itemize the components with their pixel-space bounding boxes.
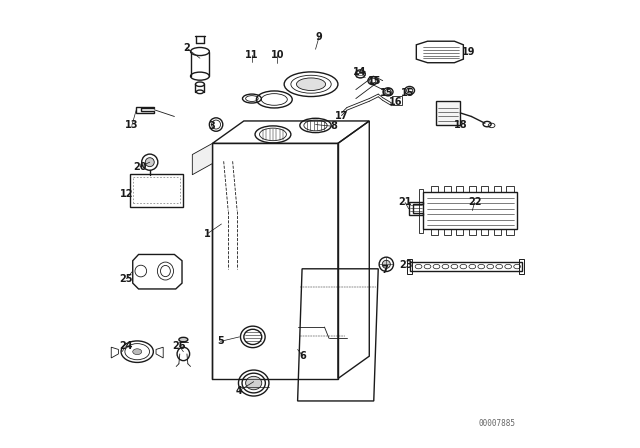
Text: 23: 23 (399, 260, 413, 270)
Text: 14: 14 (353, 67, 366, 77)
Text: 00007885: 00007885 (479, 419, 515, 428)
Text: 6: 6 (300, 351, 307, 361)
Text: 19: 19 (462, 47, 476, 57)
Text: 22: 22 (468, 198, 481, 207)
Text: 20: 20 (133, 162, 147, 172)
Text: 9: 9 (316, 32, 323, 42)
Text: 16: 16 (388, 97, 402, 107)
Text: 10: 10 (271, 50, 284, 60)
Text: 8: 8 (330, 121, 337, 131)
Text: 26: 26 (173, 341, 186, 351)
Circle shape (382, 260, 390, 268)
Text: 11: 11 (245, 50, 259, 60)
Text: 5: 5 (217, 336, 224, 346)
Ellipse shape (132, 349, 141, 355)
Text: 3: 3 (208, 121, 215, 131)
Text: 15: 15 (401, 88, 414, 98)
Text: 17: 17 (335, 111, 348, 121)
Ellipse shape (296, 78, 326, 90)
Text: 24: 24 (120, 341, 133, 351)
Ellipse shape (246, 376, 262, 390)
Ellipse shape (179, 337, 188, 342)
Text: 15: 15 (368, 76, 381, 86)
Text: 21: 21 (398, 198, 412, 207)
Text: 1: 1 (204, 229, 211, 239)
Text: 2: 2 (183, 43, 190, 53)
Text: 18: 18 (454, 120, 468, 129)
Text: 4: 4 (236, 386, 243, 396)
Polygon shape (192, 143, 212, 175)
Text: 7: 7 (381, 265, 388, 275)
Circle shape (145, 158, 154, 167)
Text: 15: 15 (380, 88, 393, 98)
Text: 12: 12 (120, 189, 133, 198)
Polygon shape (436, 101, 460, 125)
Text: 13: 13 (125, 121, 139, 130)
Text: 25: 25 (120, 274, 133, 284)
